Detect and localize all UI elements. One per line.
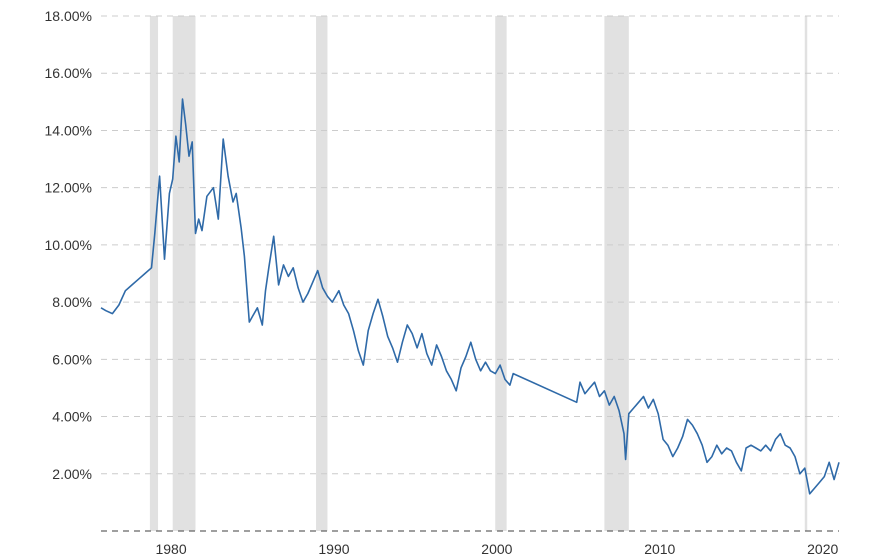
y-tick-label: 10.00%: [45, 237, 92, 253]
y-tick-label: 14.00%: [45, 122, 92, 138]
series-layer: [100, 98, 840, 495]
x-tick-labels: 1980 1990 2000 2010 2020: [155, 541, 838, 557]
y-tick-label: 4.00%: [52, 409, 92, 425]
series-line-0: [100, 98, 840, 495]
y-tick-label: 16.00%: [45, 65, 92, 81]
recession-band-1: [172, 16, 196, 531]
y-tick-label: 12.00%: [45, 180, 92, 196]
x-tick-label: 2000: [481, 541, 512, 557]
y-tick-label: 2.00%: [52, 466, 92, 482]
y-tick-labels: 2.00% 4.00% 6.00% 8.00% 10.00% 12.00% 14.00% 16…: [45, 8, 92, 482]
x-tick-label: 2020: [807, 541, 838, 557]
x-tick-label: 1980: [155, 541, 186, 557]
recession-band-5: [804, 16, 808, 531]
grid-lines: [101, 15, 839, 475]
x-tick-label: 1990: [318, 541, 349, 557]
y-tick-label: 8.00%: [52, 294, 92, 310]
x-tick-label: 2010: [644, 541, 675, 557]
y-tick-label: 6.00%: [52, 351, 92, 367]
recession-bands: [149, 16, 808, 531]
recession-band-2: [316, 16, 328, 531]
y-tick-label: 18.00%: [45, 8, 92, 24]
recession-band-0: [149, 16, 159, 531]
recession-band-3: [495, 16, 507, 531]
